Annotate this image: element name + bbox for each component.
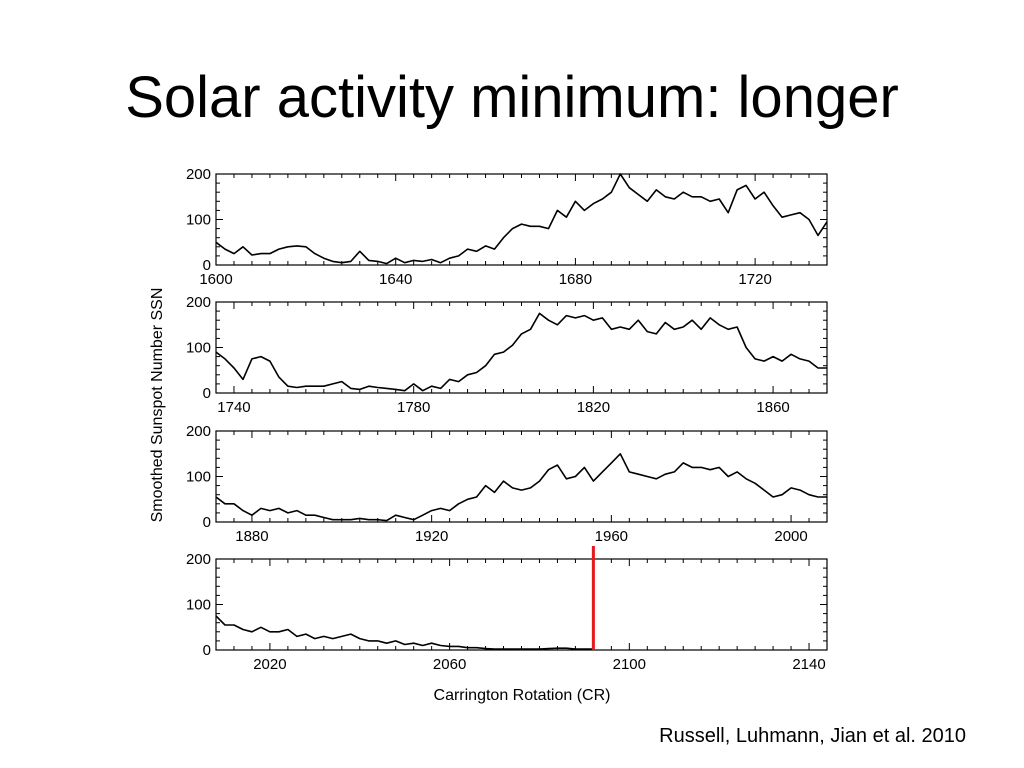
y-axis-title: Smoothed Sunspot Number SSN bbox=[149, 288, 166, 523]
x-tick-label: 2140 bbox=[792, 656, 825, 673]
y-tick-label: 200 bbox=[186, 423, 211, 440]
x-tick-label: 1720 bbox=[738, 271, 771, 288]
x-tick-label: 2000 bbox=[774, 528, 807, 545]
y-tick-label: 200 bbox=[186, 166, 211, 183]
x-tick-label: 1780 bbox=[397, 399, 430, 416]
y-tick-label: 0 bbox=[203, 514, 211, 531]
panel-4: 2020 2060 2100 2140 0 100 200 bbox=[186, 546, 828, 673]
x-tick-label: 1820 bbox=[577, 399, 610, 416]
citation: Russell, Luhmann, Jian et al. 2010 bbox=[659, 725, 966, 747]
panel-4-frame bbox=[215, 558, 828, 651]
panel-1: 1600 1640 1680 1720 0 100 200 bbox=[186, 166, 828, 288]
y-tick-label: 200 bbox=[186, 551, 211, 568]
x-tick-label: 1880 bbox=[235, 528, 268, 545]
x-tick-label: 2060 bbox=[433, 656, 466, 673]
x-tick-label: 1600 bbox=[199, 271, 232, 288]
x-tick-label: 1740 bbox=[217, 399, 250, 416]
x-tick-label: 1860 bbox=[756, 399, 789, 416]
x-tick-label: 2020 bbox=[253, 656, 286, 673]
x-axis-title: Carrington Rotation (CR) bbox=[434, 687, 611, 704]
panel-2-ssn-line bbox=[215, 312, 827, 392]
panel-4-ssn-line bbox=[215, 615, 594, 650]
panel-3: 1880 1920 1960 2000 0 100 200 bbox=[186, 423, 828, 545]
y-tick-label: 200 bbox=[186, 294, 211, 311]
panel-2-frame bbox=[215, 301, 828, 394]
panel-2: 1740 1780 1820 1860 0 100 200 bbox=[186, 294, 828, 416]
panel-3-frame bbox=[215, 430, 828, 523]
y-tick-label: 100 bbox=[186, 597, 211, 614]
slide-title: Solar activity minimum: longer bbox=[125, 65, 899, 130]
y-tick-label: 0 bbox=[203, 642, 211, 659]
panel-1-frame bbox=[215, 173, 828, 266]
x-tick-label: 1640 bbox=[379, 271, 412, 288]
panels-layer: 1600 1640 1680 1720 0 100 200 1740 1780 1820 1860 0… bbox=[186, 166, 828, 673]
x-tick-label: 2100 bbox=[613, 656, 646, 673]
x-tick-label: 1920 bbox=[415, 528, 448, 545]
panel-3-ssn-line bbox=[215, 452, 827, 522]
y-tick-label: 0 bbox=[203, 385, 211, 402]
y-tick-label: 0 bbox=[203, 257, 211, 274]
panel-1-ssn-line bbox=[215, 173, 828, 265]
x-tick-label: 1960 bbox=[595, 528, 628, 545]
x-tick-label: 1680 bbox=[559, 271, 592, 288]
y-tick-label: 100 bbox=[186, 469, 211, 486]
y-tick-label: 100 bbox=[186, 340, 211, 357]
y-tick-label: 100 bbox=[186, 212, 211, 229]
